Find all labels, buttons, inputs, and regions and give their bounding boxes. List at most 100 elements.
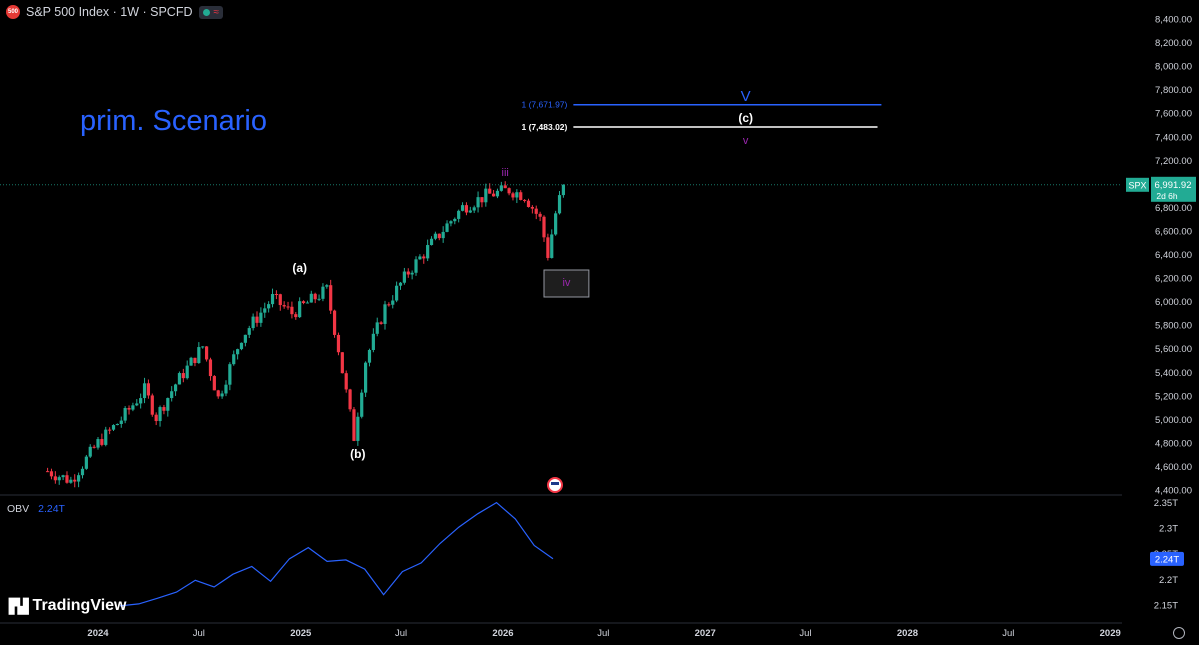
candle-body (406, 271, 410, 275)
price-badge-bg (1151, 176, 1196, 202)
tradingview-logo[interactable]: ▛▟ TradingView (9, 597, 127, 615)
obv-legend[interactable]: OBV 2.24T (7, 503, 65, 515)
settings-gear-icon[interactable] (1173, 627, 1185, 639)
obv-name: OBV (7, 503, 30, 515)
candle-body (453, 218, 457, 222)
candle-body (154, 414, 158, 422)
price-tick-label: 5,000.00 (1155, 415, 1192, 426)
candle-body (379, 322, 383, 324)
time-tick-label: 2027 (695, 628, 716, 639)
wave-a-label: (a) (292, 261, 307, 275)
candle-body (139, 398, 143, 404)
candle-body (201, 346, 205, 348)
brand-name: TradingView (32, 597, 127, 614)
price-tick-label: 4,800.00 (1155, 438, 1192, 449)
candle-body (561, 184, 565, 196)
candle-body (270, 294, 275, 305)
candle-body (247, 328, 251, 335)
candle-body (236, 349, 240, 355)
candle-body (65, 475, 69, 483)
candle-body (224, 384, 228, 394)
obv-badge-value: 2.24T (1155, 554, 1179, 565)
price-tick-label: 6,200.00 (1155, 274, 1192, 285)
time-tick-label: Jul (799, 628, 811, 639)
candle-body (414, 259, 418, 273)
candle-body (166, 398, 170, 411)
time-tick-label: 2029 (1100, 628, 1121, 639)
candle-body (503, 185, 507, 189)
candle-body (360, 392, 364, 417)
price-tick-label: 4,400.00 (1155, 486, 1192, 497)
candle-body (329, 285, 333, 311)
candle-body (88, 446, 92, 457)
candle-body (352, 409, 356, 441)
price-tick-label: 5,200.00 (1155, 391, 1192, 402)
candle-body (491, 193, 496, 197)
price-tick-label: 7,200.00 (1155, 156, 1192, 167)
candle-body (123, 408, 127, 421)
price-tick-label: 4,600.00 (1155, 462, 1192, 473)
candle-body (340, 352, 344, 374)
price-tick-label: 7,600.00 (1155, 109, 1192, 120)
candle-body (344, 373, 348, 390)
price-badge-countdown: 2d 6h (1156, 191, 1178, 201)
market-status[interactable]: ≈ (198, 5, 223, 19)
candle-body (398, 282, 403, 286)
candle-body (468, 210, 472, 213)
fib-label-white: 1 (7,483.02) (522, 122, 568, 132)
time-tick-label: 2026 (492, 628, 513, 639)
candle-body (402, 271, 406, 283)
wave-iv-box (543, 269, 590, 298)
obv-value: 2.24T (38, 503, 65, 515)
candle-body (204, 346, 209, 360)
candle-body (371, 333, 375, 350)
candle-body (542, 216, 546, 238)
candle-body (301, 301, 306, 304)
us-flag-icon[interactable] (547, 477, 563, 493)
candle-body (263, 308, 267, 313)
candle-body (84, 456, 88, 469)
obv-badge-bg (1150, 551, 1184, 566)
candle-body (57, 477, 61, 481)
symbol-header[interactable]: 500 S&P 500 Index · 1W · SPCFD ≈ (6, 5, 223, 19)
candle-body (383, 304, 387, 324)
obv-tick-label: 2.35T (1154, 498, 1178, 509)
candle-body (441, 231, 445, 239)
candle-body (73, 479, 77, 482)
time-tick-label: 2025 (290, 628, 312, 639)
candle-body (69, 479, 73, 483)
candle-body (391, 300, 395, 305)
candle-body (546, 237, 550, 258)
candle-body (197, 347, 201, 364)
candle-body (437, 233, 441, 239)
scenario-title: prim. Scenario (80, 105, 267, 137)
candle-body (108, 429, 112, 431)
candle-body (45, 471, 50, 473)
candle-body (170, 391, 174, 399)
candle-body (460, 205, 465, 211)
candle-body (480, 197, 484, 203)
candle-body (111, 425, 116, 430)
candle-body (298, 301, 302, 318)
candle-body (181, 373, 185, 379)
candle-body (96, 439, 100, 448)
candle-body (267, 304, 271, 309)
candle-body (100, 439, 104, 445)
candle-body (515, 192, 519, 198)
market-open-dot-icon (202, 8, 210, 16)
time-tick-label: Jul (597, 628, 609, 639)
candle-body (317, 298, 321, 300)
candle-body (282, 305, 286, 307)
candle-body (286, 306, 290, 308)
candle-body (519, 192, 523, 200)
candle-body (449, 221, 453, 224)
candle-body (321, 286, 325, 299)
candle-body (336, 334, 341, 353)
candle-body (189, 357, 193, 366)
candle-body (255, 316, 259, 323)
symbol-title[interactable]: S&P 500 Index · 1W · SPCFD (26, 5, 193, 19)
candle-body (526, 200, 531, 207)
tv-mark-icon: ▛▟ (9, 597, 28, 614)
candle-body (208, 359, 213, 377)
